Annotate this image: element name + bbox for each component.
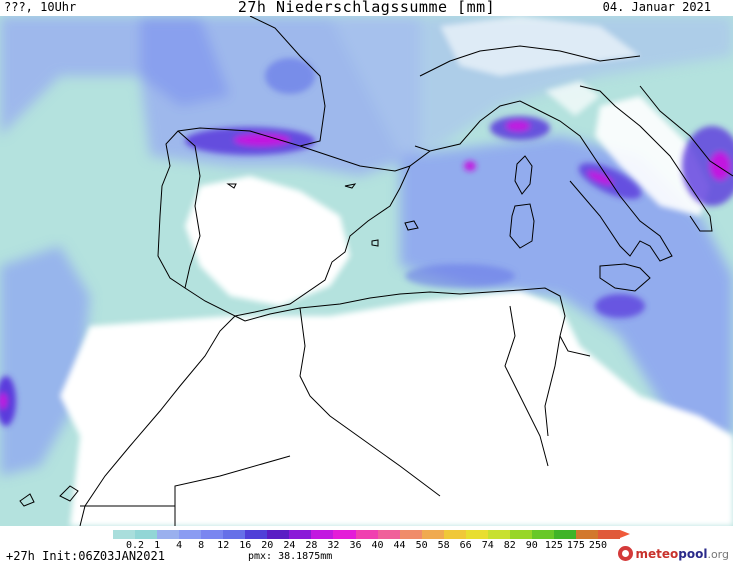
coastlines: [19, 16, 733, 526]
legend-tick-label: 66: [459, 540, 472, 551]
legend-color-segment: [289, 530, 312, 539]
legend-color-segment: [421, 530, 444, 539]
map-title: 27h Niederschlagssumme [mm]: [237, 0, 496, 16]
legend-tick-label: 125: [544, 540, 563, 551]
legend-color-segment: [135, 530, 158, 539]
legend-tick-label: 40: [371, 540, 384, 551]
legend-tick-label: 175: [566, 540, 585, 551]
legend-color-segment: [465, 530, 488, 539]
legend-color-segment: [377, 530, 400, 539]
legend-tick-label: 24: [283, 540, 296, 551]
legend-tick-label: 58: [437, 540, 450, 551]
legend-color-segment: [113, 530, 136, 539]
legend-tick-label: 32: [327, 540, 340, 551]
forecast-date: 04. Januar 2021: [602, 0, 711, 14]
legend-tick-label: 50: [415, 540, 428, 551]
legend-color-segment: [333, 530, 356, 539]
legend-tick-label: 1: [154, 540, 161, 551]
legend-color-segment: [598, 530, 621, 539]
legend-color-segment: [179, 530, 202, 539]
legend-tick-label: 250: [588, 540, 607, 551]
logo-text-pool: pool: [678, 546, 708, 561]
legend-color-segment: [201, 530, 224, 539]
legend-tick-label: 36: [349, 540, 362, 551]
legend-color-segment: [443, 530, 466, 539]
model-run-info: +27h Init:06Z03JAN2021: [6, 549, 165, 563]
meteopool-logo[interactable]: meteopool.org: [618, 546, 729, 561]
logo-text-meteo: meteo: [635, 546, 679, 561]
precipitation-map: [0, 16, 733, 526]
dry-land-areas: [60, 16, 733, 526]
legend-tick-label: 12: [217, 540, 230, 551]
legend-tick-label: 82: [503, 540, 516, 551]
legend-color-segment: [311, 530, 334, 539]
precip-cores: [0, 58, 733, 426]
legend-color-bar: [113, 530, 621, 539]
legend-color-segment: [575, 530, 599, 539]
legend-tick-label: 44: [393, 540, 406, 551]
legend-color-segment: [553, 530, 576, 539]
legend-tick-label: 90: [525, 540, 538, 551]
legend-color-segment: [245, 530, 268, 539]
legend-tick-label: 28: [305, 540, 318, 551]
legend-color-segment: [487, 530, 510, 539]
legend-color-segment: [157, 530, 180, 539]
legend-tick-labels: 0.2 1 4 8 12 16 20 24 28 32 36 40 44 50 58 66 74 82 90 125 1…: [113, 540, 620, 552]
forecast-time-label: ???, 10Uhr: [4, 0, 77, 14]
precipitation-map-canvas: [0, 16, 733, 526]
max-precip-value: pmx: 38.1875mm: [248, 551, 333, 562]
legend-color-segment: [399, 530, 422, 539]
legend-tick-label: 16: [239, 540, 252, 551]
legend-color-segment: [223, 530, 246, 539]
legend-color-segment: [509, 530, 532, 539]
legend-tick-label: 20: [261, 540, 274, 551]
legend-tick-label: 74: [481, 540, 494, 551]
legend-color-segment: [355, 530, 378, 539]
legend-tick-label: 8: [198, 540, 205, 551]
precipitation-legend: 0.2 1 4 8 12 16 20 24 28 32 36 40 44 50 58 66 74 82 90 125 1…: [113, 530, 630, 554]
legend-color-segment: [531, 530, 554, 539]
legend-tick-label: 4: [176, 540, 183, 551]
meteopool-logo-icon: [618, 546, 634, 561]
legend-overflow-arrow: [620, 530, 630, 538]
legend-color-segment: [267, 530, 290, 539]
legend-tick-label: 0.2: [126, 540, 145, 551]
meteopool-logo-text: meteopool.org: [635, 547, 729, 561]
logo-text-org: .org: [707, 547, 729, 561]
